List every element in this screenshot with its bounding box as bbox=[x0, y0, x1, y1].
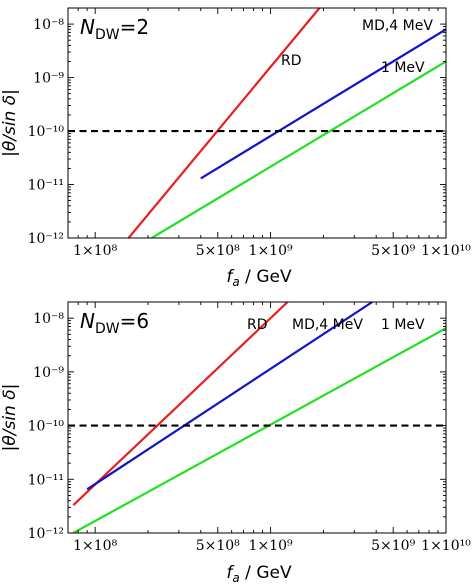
series-line-rd bbox=[72, 302, 289, 506]
panel-ndw-2: 10⁻¹² 10⁻¹¹ 10⁻¹⁰ 10⁻⁹ 10⁻⁸ 1×10⁸ 5×10⁸ 1×10⁹ 5×… bbox=[0, 7, 471, 289]
x-tick-label: 5×10⁹ bbox=[371, 538, 415, 554]
x-tick-label: 5×10⁸ bbox=[196, 243, 240, 259]
panel-ndw-6: 10⁻¹² 10⁻¹¹ 10⁻¹⁰ 10⁻⁹ 10⁻⁸ 1×10⁸ 5×10⁸ 1×10⁹ 5×… bbox=[0, 301, 471, 585]
y-tick-label: 10⁻¹¹ bbox=[28, 472, 64, 488]
y-tick-label: 10⁻¹⁰ bbox=[28, 124, 65, 140]
series-annotation: MD,4 MeV bbox=[362, 18, 433, 34]
y-tick-label: 10⁻¹¹ bbox=[28, 178, 64, 194]
y-tick-label: 10⁻⁹ bbox=[33, 71, 64, 87]
series-line-1-mev bbox=[72, 327, 446, 533]
series-line-md-4-mev bbox=[200, 28, 446, 180]
plot-frame bbox=[67, 7, 447, 239]
plot-area bbox=[68, 8, 446, 238]
y-tick-label: 10⁻⁹ bbox=[33, 365, 64, 381]
x-tick-label: 5×10⁸ bbox=[196, 538, 240, 554]
x-tick-label: 1×10⁸ bbox=[73, 538, 117, 554]
series-annotation: MD,4 MeV bbox=[292, 317, 363, 333]
y-tick-label: 10⁻⁸ bbox=[33, 311, 64, 327]
x-tick-label: 5×10⁹ bbox=[371, 243, 415, 259]
y-tick-label: 10⁻⁸ bbox=[33, 17, 64, 33]
y-tick-label: 10⁻¹² bbox=[28, 526, 64, 542]
x-tick-label: 1×10¹⁰ bbox=[421, 243, 471, 259]
series-annotation: 1 MeV bbox=[381, 317, 425, 333]
y-tick-label: 10⁻¹² bbox=[28, 231, 64, 247]
plot-area bbox=[68, 302, 446, 533]
y-tick-label: 10⁻¹⁰ bbox=[28, 419, 65, 435]
x-tick-label: 1×10⁹ bbox=[249, 243, 293, 259]
panel-label: NDW=6 bbox=[80, 309, 149, 337]
x-tick-label: 1×10⁸ bbox=[73, 243, 117, 259]
series-line-md-4-mev bbox=[86, 302, 373, 491]
series-annotation: RD bbox=[281, 53, 302, 69]
series-line-rd bbox=[127, 8, 321, 238]
series-annotation: RD bbox=[247, 317, 268, 333]
series-annotation: 1 MeV bbox=[381, 60, 425, 76]
x-axis-label: fa / GeV bbox=[226, 267, 292, 289]
x-tick-label: 1×10⁹ bbox=[249, 538, 293, 554]
plot-frame bbox=[67, 301, 447, 534]
series-line-1-mev bbox=[151, 60, 446, 238]
x-axis-label: fa / GeV bbox=[226, 563, 292, 585]
panel-label: NDW=2 bbox=[80, 15, 149, 43]
y-axis-label: |θ/sin δ| bbox=[0, 384, 20, 452]
x-tick-label: 1×10¹⁰ bbox=[421, 538, 471, 554]
y-axis-label: |θ/sin δ| bbox=[0, 89, 20, 157]
